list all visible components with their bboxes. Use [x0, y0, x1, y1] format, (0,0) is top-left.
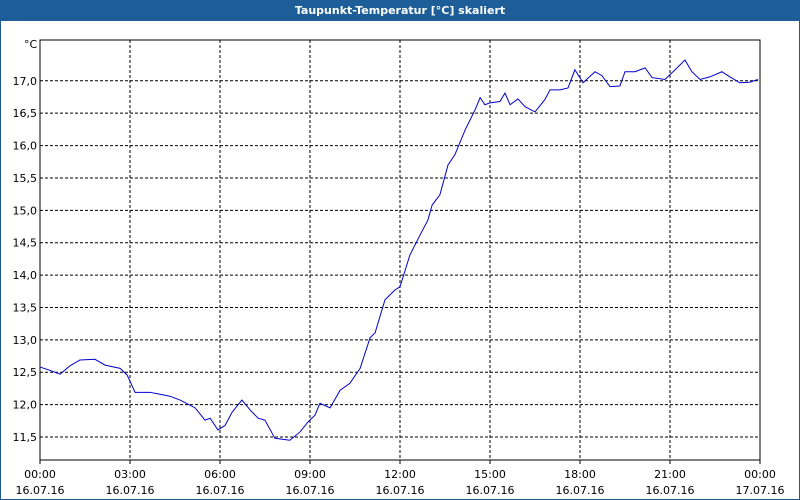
y-tick-label: 14,5	[13, 237, 38, 250]
x-tick-date: 16.07.16	[286, 484, 335, 497]
x-tick-date: 16.07.16	[106, 484, 155, 497]
y-tick-label: 13,0	[13, 334, 38, 347]
x-tick-label: 06:00	[204, 468, 236, 481]
y-tick-label: 14,0	[13, 269, 38, 282]
x-tick-date: 16.07.16	[196, 484, 245, 497]
y-tick-label: 17,0	[13, 75, 38, 88]
x-tick-date: 16.07.16	[556, 484, 605, 497]
y-tick-label: 15,5	[13, 172, 38, 185]
x-tick-label: 21:00	[654, 468, 686, 481]
x-tick-date: 16.07.16	[646, 484, 695, 497]
x-tick-label: 00:00	[24, 468, 56, 481]
y-tick-label: 15,0	[13, 204, 38, 217]
y-axis-label: °C	[24, 38, 38, 51]
x-tick-date: 17.07.16	[736, 484, 785, 497]
x-tick-label: 00:00	[744, 468, 776, 481]
y-tick-label: 11,5	[13, 431, 38, 444]
y-tick-label: 12,5	[13, 366, 38, 379]
x-tick-label: 12:00	[384, 468, 416, 481]
x-tick-label: 09:00	[294, 468, 326, 481]
chart-title: Taupunkt-Temperatur [°C] skaliert	[295, 4, 505, 17]
data-line	[39, 59, 759, 441]
y-tick-label: 13,5	[13, 301, 38, 314]
x-tick-label: 18:00	[564, 468, 596, 481]
y-tick-label: 16,5	[13, 107, 38, 120]
x-tick-date: 16.07.16	[16, 484, 65, 497]
y-tick-label: 12,0	[13, 399, 38, 412]
x-tick-date: 16.07.16	[466, 484, 515, 497]
x-tick-label: 15:00	[474, 468, 506, 481]
y-tick-label: 16,0	[13, 140, 38, 153]
x-tick-label: 03:00	[114, 468, 146, 481]
x-tick-date: 16.07.16	[376, 484, 425, 497]
title-bar	[0, 0, 800, 21]
